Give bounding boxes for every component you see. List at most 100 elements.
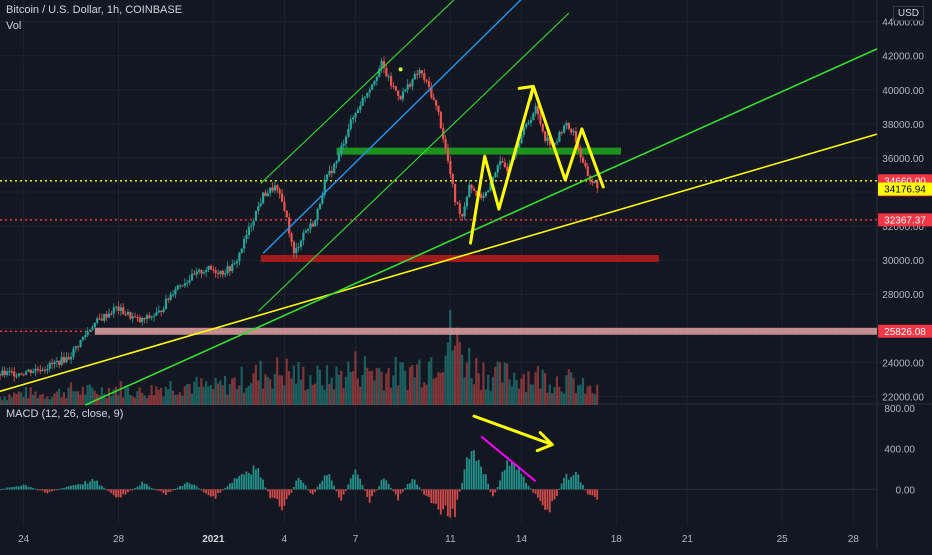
candle <box>105 314 108 318</box>
time-tick-label: 7 <box>353 534 359 545</box>
macd-bar <box>515 469 518 490</box>
volume-bar <box>536 365 540 405</box>
volume-bar <box>157 389 160 405</box>
macd-bar <box>278 489 281 507</box>
volume-bar <box>586 386 589 405</box>
volume-bar <box>510 386 513 405</box>
candle <box>46 368 49 371</box>
volume-bar <box>31 394 35 405</box>
candle <box>74 346 77 349</box>
macd-bar <box>399 489 402 494</box>
candle <box>77 346 80 348</box>
volume-bar <box>216 383 220 405</box>
candle <box>278 189 281 194</box>
grid <box>0 0 877 525</box>
volume-bar <box>60 397 63 405</box>
candle <box>316 208 319 221</box>
candle <box>572 131 575 133</box>
macd-bar <box>112 489 115 496</box>
volume-bar <box>302 366 305 405</box>
volume-bar <box>280 375 284 405</box>
candle <box>62 356 66 363</box>
candle <box>314 220 317 227</box>
macd-label: MACD (12, 26, close, 9) <box>6 408 124 420</box>
candle <box>138 317 141 323</box>
candle <box>553 142 556 146</box>
macd-bar <box>302 482 305 490</box>
volume-bar <box>517 388 521 405</box>
price-tick-label: 22000.00 <box>882 392 924 403</box>
macd-bar <box>487 483 490 490</box>
volume-bar <box>591 393 594 405</box>
macd-bar <box>105 489 108 491</box>
volume-bar <box>295 383 298 405</box>
candle <box>243 238 246 249</box>
volume-bar <box>136 391 139 405</box>
volume-bar <box>548 384 551 405</box>
macd-bar <box>300 479 302 490</box>
volume-bar <box>287 371 291 405</box>
macd-bar <box>492 489 494 497</box>
candle <box>110 313 113 315</box>
volume-bar <box>588 385 592 405</box>
volume-bar <box>290 378 293 405</box>
candle <box>257 205 260 211</box>
volume-bar <box>41 393 44 405</box>
candle <box>593 181 597 183</box>
volume-bar <box>152 395 156 405</box>
macd-bar <box>22 484 25 490</box>
macd-bar <box>160 489 162 492</box>
macd-bar <box>461 483 464 490</box>
marker-dot <box>398 67 403 72</box>
candle <box>143 318 146 320</box>
candle <box>527 122 530 124</box>
volume-bar <box>498 362 502 405</box>
price-tick-label: 36000.00 <box>882 154 924 165</box>
macd-bar <box>257 467 260 490</box>
macd-bar <box>217 489 219 494</box>
macd-bar <box>574 471 577 490</box>
volume-bar <box>155 386 158 405</box>
macd-bar <box>269 489 272 499</box>
volume-bar <box>77 391 80 405</box>
candle <box>349 119 352 129</box>
candle <box>366 92 369 97</box>
candle <box>254 210 258 222</box>
macd-tick-label: 0.00 <box>896 485 916 496</box>
macd-bar <box>508 465 511 490</box>
candle <box>81 337 85 340</box>
volume-bar <box>408 366 412 405</box>
macd-bar <box>307 489 309 491</box>
volume-bar <box>581 378 585 405</box>
volume-bar <box>560 391 563 405</box>
volume-bar <box>546 392 549 405</box>
volume-bar <box>442 371 445 405</box>
currency-label[interactable]: USD <box>892 6 924 21</box>
candle <box>48 362 51 369</box>
trend-line <box>260 0 455 184</box>
volume-bar <box>269 379 272 405</box>
volume-bar <box>117 395 120 405</box>
volume-bar <box>330 377 333 405</box>
candle <box>558 132 561 142</box>
candle <box>91 327 94 330</box>
macd-bar <box>401 489 404 492</box>
macd-bar <box>86 483 89 490</box>
volume-bar <box>487 374 490 405</box>
volume-bar <box>340 370 343 405</box>
candle <box>219 270 222 275</box>
volume-bar <box>297 362 300 405</box>
macd-bar <box>437 489 440 510</box>
macd-bar <box>406 483 409 490</box>
volume-bar <box>202 386 205 405</box>
macd-bar <box>551 489 554 502</box>
volume-bar <box>356 378 359 405</box>
candle <box>216 272 220 275</box>
candle <box>131 316 134 319</box>
macd-bar <box>330 480 333 490</box>
volume-bar <box>245 387 248 405</box>
volume-bar <box>515 380 518 405</box>
time-tick-label: 18 <box>611 534 623 545</box>
